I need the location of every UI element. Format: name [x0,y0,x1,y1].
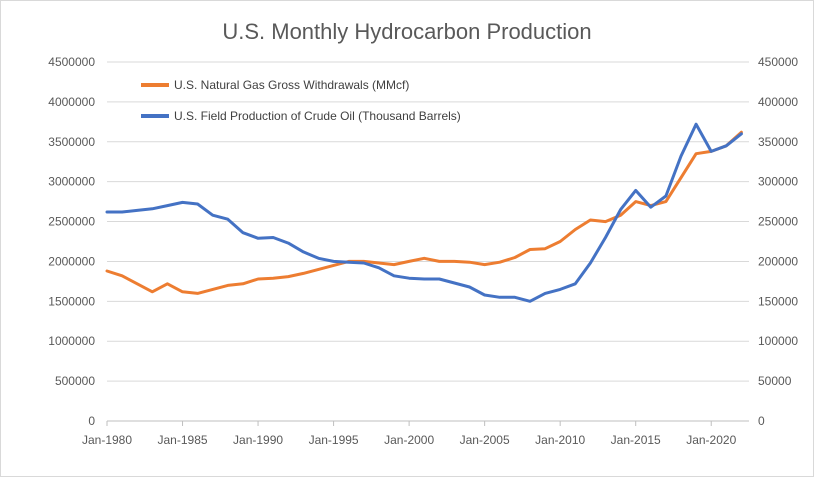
left-tick-label: 3500000 [48,135,95,149]
series-line-crude-oil [105,122,743,303]
right-tick-label: 250000 [758,215,798,229]
left-tick-label: 3000000 [48,175,95,189]
legend-label-oil: U.S. Field Production of Crude Oil (Thou… [174,109,461,123]
x-tick-label: Jan-2015 [611,433,661,447]
gridlines [107,61,749,422]
x-tick-label: Jan-1980 [82,433,132,447]
left-tick-label: 4000000 [48,95,95,109]
left-tick-label: 2000000 [48,254,95,268]
right-tick-label: 200000 [758,254,798,268]
left-tick-label: 0 [88,414,95,428]
left-tick-label: 4500000 [48,55,95,69]
right-tick-label: 350000 [758,135,798,149]
right-tick-label: 150000 [758,294,798,308]
series-line-natural-gas [105,130,743,295]
x-axis-ticks: Jan-1980 Jan-1985 Jan-1990 Jan-1995 Jan-2000… [82,421,737,447]
x-tick-label: Jan-1985 [158,433,208,447]
left-tick-label: 1000000 [48,334,95,348]
right-tick-label: 100000 [758,334,798,348]
left-axis-ticks: 0 500000 1000000 1500000 2000000 2500000 30000… [48,55,95,428]
legend-label-gas: U.S. Natural Gas Gross Withdrawals (MMcf… [174,78,409,92]
x-tick-label: Jan-2005 [460,433,510,447]
right-axis-ticks: 0 50000 100000 150000 200000 250000 300000 3500… [758,55,798,428]
right-tick-label: 50000 [758,374,792,388]
x-tick-label: Jan-2010 [535,433,585,447]
right-tick-label: 300000 [758,175,798,189]
series-layer [105,122,743,303]
x-tick-label: Jan-1995 [309,433,359,447]
left-tick-label: 500000 [55,374,95,388]
legend: U.S. Natural Gas Gross Withdrawals (MMcf… [141,78,461,123]
left-tick-label: 1500000 [48,294,95,308]
right-tick-label: 0 [758,414,765,428]
chart-title: U.S. Monthly Hydrocarbon Production [222,19,591,44]
x-tick-label: Jan-2000 [384,433,434,447]
right-tick-label: 450000 [758,55,798,69]
left-tick-label: 2500000 [48,215,95,229]
right-tick-label: 400000 [758,95,798,109]
x-tick-label: Jan-2020 [686,433,736,447]
x-tick-label: Jan-1990 [233,433,283,447]
